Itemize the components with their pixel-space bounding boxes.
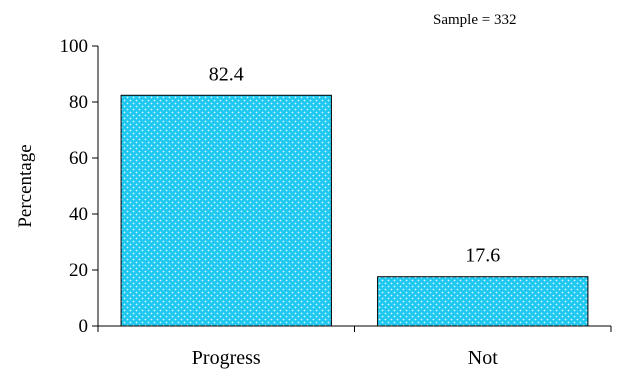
bar-progress xyxy=(120,94,332,327)
y-tick-label: 20 xyxy=(69,260,88,281)
y-tick-label: 60 xyxy=(69,148,88,169)
bar-not xyxy=(377,276,589,327)
y-tick-label: 80 xyxy=(69,92,88,113)
axes-group: 0 20 40 60 80 100 xyxy=(60,36,612,337)
y-tick-label: 0 xyxy=(79,316,89,337)
bars-group: 82.4 Progress 17.6 Not xyxy=(120,63,589,369)
x-tick-label-progress: Progress xyxy=(192,347,261,369)
y-axis-title: Percentage xyxy=(15,144,36,227)
data-label-not: 17.6 xyxy=(465,245,500,267)
y-tick-label: 100 xyxy=(60,36,89,57)
sample-annotation: Sample = 332 xyxy=(433,12,516,28)
data-label-progress: 82.4 xyxy=(209,63,244,85)
y-tick-label: 40 xyxy=(69,204,88,225)
x-tick-label-not: Not xyxy=(468,347,498,369)
